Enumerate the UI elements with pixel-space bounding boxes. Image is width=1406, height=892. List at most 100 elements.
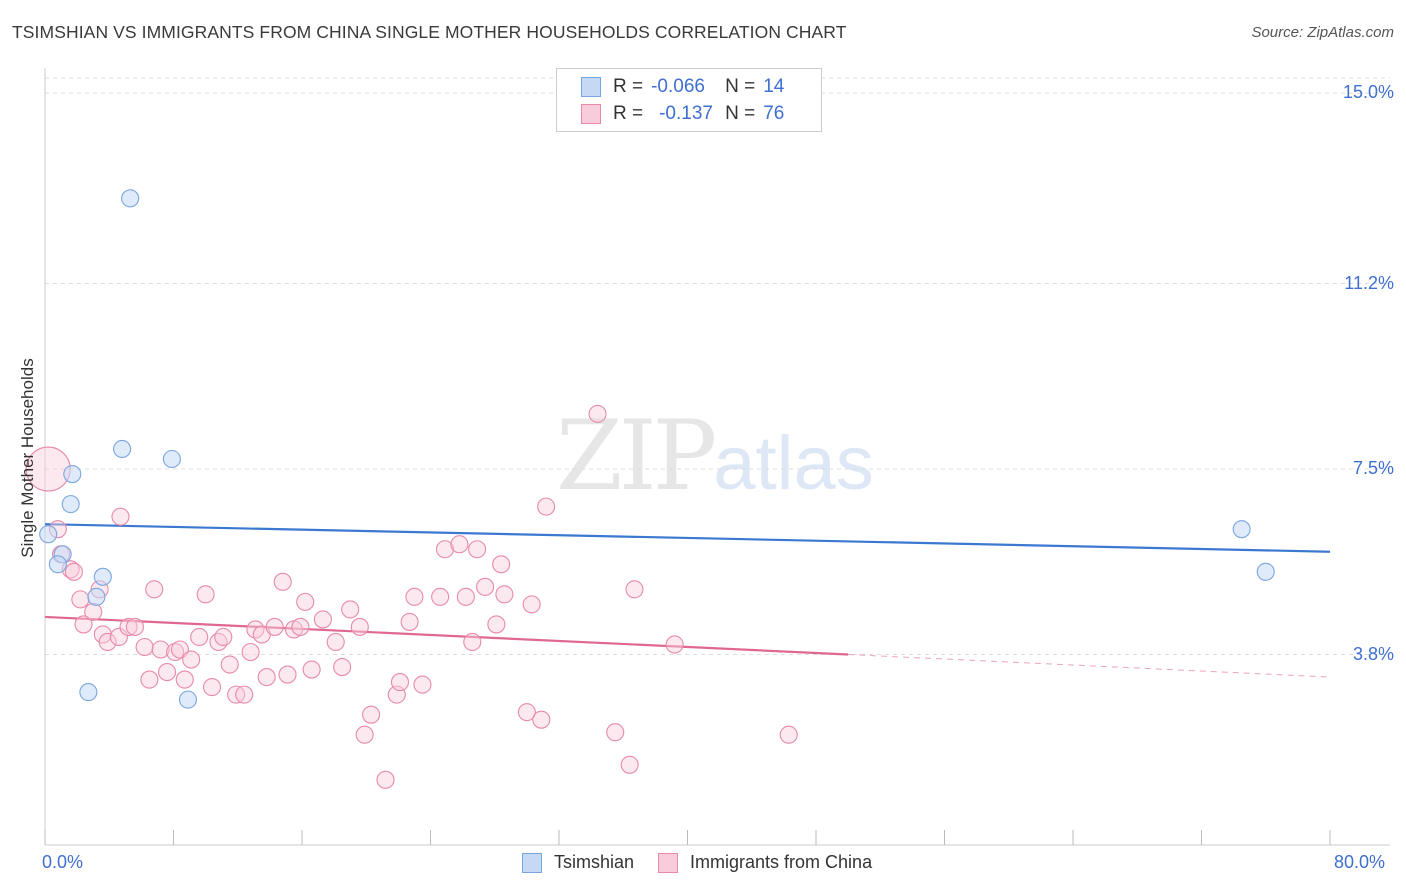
point-tsimshian — [93, 567, 112, 586]
point-china — [175, 670, 194, 689]
point-china — [64, 562, 83, 581]
point-tsimshian — [48, 555, 67, 574]
point-china — [196, 585, 215, 604]
point-tsimshian — [63, 464, 82, 484]
point-china — [296, 592, 315, 611]
point-china — [492, 555, 511, 574]
point-china — [278, 665, 297, 684]
point-china — [495, 585, 514, 604]
chart-title: TSIMSHIAN VS IMMIGRANTS FROM CHINA SINGL… — [12, 22, 847, 42]
point-china — [588, 404, 607, 423]
point-china — [84, 602, 103, 621]
point-china — [537, 497, 556, 516]
point-tsimshian — [1256, 562, 1275, 581]
watermark-atlas: atlas — [713, 421, 874, 506]
point-china — [220, 655, 239, 674]
point-china — [341, 600, 360, 619]
point-china — [235, 685, 254, 704]
point-china — [625, 580, 644, 599]
point-china — [98, 632, 117, 652]
point-china — [273, 572, 292, 591]
point-china — [313, 610, 332, 629]
point-china — [463, 632, 482, 652]
y-tick-label: 15.0% — [1342, 82, 1394, 103]
stats-legend: R = -0.066 N = 14 R = -0.137 N = 76 — [556, 68, 822, 132]
point-china — [111, 507, 130, 526]
legend-swatch-china — [581, 104, 601, 124]
point-china — [362, 705, 381, 724]
point-china — [326, 632, 345, 652]
legend-label-tsimshian: Tsimshian — [554, 852, 635, 872]
legend-item-china: Immigrants from China — [658, 852, 872, 873]
chart-source: Source: ZipAtlas.com — [1251, 24, 1394, 41]
point-china — [431, 587, 450, 606]
point-china — [606, 723, 625, 742]
data-points — [25, 189, 1275, 789]
point-china — [450, 535, 469, 554]
point-china — [74, 615, 93, 634]
grid-lines — [45, 77, 1390, 656]
watermark-zip: ZIP — [556, 400, 717, 512]
point-china — [125, 617, 144, 636]
point-tsimshian — [162, 449, 181, 469]
legend-swatch-tsimshian — [581, 77, 601, 97]
point-tsimshian — [79, 683, 98, 702]
point-tsimshian — [178, 690, 198, 709]
legend-row-tsimshian: R = -0.066 N = 14 — [581, 75, 784, 99]
legend-item-tsimshian: Tsimshian — [522, 852, 634, 873]
point-china — [435, 540, 455, 559]
point-china — [209, 632, 228, 652]
point-tsimshian — [113, 439, 132, 459]
y-tick-label: 3.8% — [1352, 643, 1394, 664]
legend-r-value-tsimshian: -0.066 — [651, 76, 705, 97]
point-china — [214, 627, 233, 647]
legend-n-value-china: 76 — [763, 103, 785, 124]
point-china — [487, 615, 506, 634]
legend-swatch-china — [658, 852, 679, 873]
point-china — [140, 670, 159, 689]
point-china — [665, 635, 684, 654]
legend-n-label: N = — [725, 76, 756, 97]
point-china — [405, 587, 424, 606]
point-china — [779, 725, 798, 744]
point-tsimshian — [61, 495, 80, 514]
point-china — [203, 678, 222, 697]
trend-lines — [44, 523, 1331, 678]
watermark: ZIPatlas — [556, 400, 874, 512]
point-tsimshian — [1232, 520, 1251, 539]
point-china — [390, 673, 410, 692]
point-china — [517, 703, 536, 722]
point-china — [145, 580, 164, 599]
y-tick-label: 7.5% — [1352, 458, 1394, 479]
point-china — [468, 540, 487, 559]
point-china — [413, 675, 432, 694]
point-china — [109, 627, 128, 647]
point-china — [265, 617, 284, 636]
point-china — [291, 617, 310, 636]
point-china — [151, 640, 170, 659]
point-china — [135, 637, 154, 657]
point-china — [476, 577, 495, 596]
point-china — [257, 668, 276, 687]
point-china — [190, 627, 209, 647]
point-china — [71, 590, 90, 609]
point-china — [620, 755, 639, 774]
point-china — [456, 587, 475, 606]
legend-row-china: R = -0.137 N = 76 — [581, 102, 784, 126]
point-china — [119, 617, 138, 636]
point-china — [400, 612, 419, 631]
x-tick-label-max: 80.0% — [1334, 852, 1386, 872]
point-china — [350, 617, 369, 636]
series-legend: Tsimshian Immigrants from China — [522, 852, 896, 873]
point-china — [302, 660, 321, 679]
point-china — [522, 595, 541, 614]
point-china — [532, 710, 551, 729]
point-china — [241, 642, 260, 662]
legend-r-label: R = — [613, 76, 644, 97]
point-china — [355, 725, 374, 744]
y-tick-label: 11.2% — [1344, 272, 1394, 293]
trend-line-china — [44, 615, 849, 656]
point-china — [333, 657, 352, 677]
y-axis-label: Single Mother Households — [18, 358, 37, 558]
